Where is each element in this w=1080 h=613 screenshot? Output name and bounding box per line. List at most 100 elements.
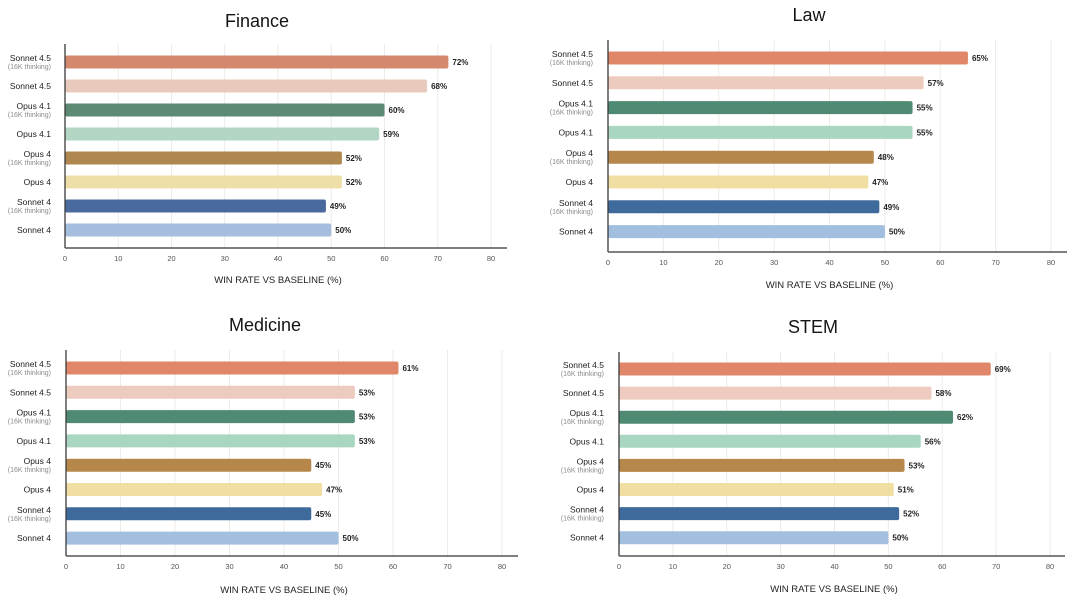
category-label: Sonnet 4 — [570, 533, 604, 543]
category-label: Opus 4.1 — [570, 436, 605, 446]
x-tick-label: 80 — [1046, 562, 1054, 571]
value-label: 53% — [359, 388, 375, 397]
value-label: 53% — [909, 461, 925, 470]
bar — [65, 79, 428, 93]
x-tick-label: 0 — [617, 562, 621, 571]
category-label: Opus 4.1 — [17, 101, 52, 111]
bar — [66, 531, 339, 545]
x-tick-label: 60 — [936, 258, 944, 267]
value-label: 52% — [346, 178, 362, 187]
x-axis-title: WIN RATE VS BASELINE (%) — [766, 280, 894, 291]
category-sublabel: (16K thinking) — [550, 110, 593, 117]
category-label: Opus 4 — [24, 149, 52, 159]
chart-title: STEM — [788, 317, 838, 337]
category-label: Sonnet 4 — [17, 197, 51, 207]
value-label: 53% — [359, 437, 375, 446]
category-label: Sonnet 4.5 — [563, 360, 604, 370]
category-label: Opus 4.1 — [559, 99, 594, 109]
category-label: Opus 4.1 — [17, 129, 52, 139]
category-label: Opus 4.1 — [570, 408, 605, 418]
x-tick-label: 50 — [334, 562, 342, 571]
x-tick-label: 20 — [171, 562, 179, 571]
category-label: Opus 4 — [24, 177, 52, 187]
value-label: 45% — [315, 461, 331, 470]
value-label: 72% — [452, 58, 468, 67]
category-sublabel: (16K thinking) — [561, 516, 604, 523]
value-label: 50% — [892, 534, 908, 543]
value-label: 49% — [883, 203, 899, 212]
bar — [65, 199, 326, 213]
category-label: Opus 4 — [566, 148, 594, 158]
value-label: 47% — [872, 178, 888, 187]
category-label: Sonnet 4.5 — [10, 81, 51, 91]
bar — [619, 434, 921, 448]
x-tick-label: 70 — [992, 562, 1000, 571]
bar — [66, 385, 355, 399]
bar — [619, 410, 954, 424]
value-label: 50% — [335, 226, 351, 235]
x-tick-label: 50 — [884, 562, 892, 571]
bar — [619, 386, 932, 400]
category-sublabel: (16K thinking) — [550, 159, 593, 166]
chart-title: Medicine — [229, 315, 301, 335]
category-label: Sonnet 4 — [17, 505, 51, 515]
category-sublabel: (16K thinking) — [561, 419, 604, 426]
bar — [66, 483, 323, 496]
value-label: 59% — [383, 130, 399, 139]
value-label: 45% — [315, 510, 331, 519]
x-axis-title: WIN RATE VS BASELINE (%) — [770, 584, 898, 595]
x-tick-label: 60 — [380, 254, 388, 263]
x-tick-label: 80 — [487, 254, 495, 263]
value-label: 55% — [917, 128, 933, 137]
bar — [608, 125, 913, 139]
chart-title: Finance — [225, 11, 289, 31]
x-tick-label: 20 — [723, 562, 731, 571]
category-label: Sonnet 4.5 — [10, 53, 51, 63]
x-tick-label: 0 — [606, 258, 610, 267]
bar — [66, 458, 312, 472]
x-tick-label: 0 — [64, 562, 68, 571]
bar — [619, 362, 991, 376]
category-label: Sonnet 4 — [17, 533, 51, 543]
chart-title: Law — [792, 5, 826, 25]
x-tick-label: 70 — [991, 258, 999, 267]
x-tick-label: 60 — [389, 562, 397, 571]
x-tick-label: 20 — [167, 254, 175, 263]
category-label: Sonnet 4 — [559, 227, 593, 237]
category-label: Sonnet 4.5 — [563, 388, 604, 398]
x-tick-label: 40 — [274, 254, 282, 263]
category-label: Sonnet 4.5 — [552, 49, 593, 59]
x-tick-label: 20 — [715, 258, 723, 267]
category-sublabel: (16K thinking) — [561, 371, 604, 378]
value-label: 50% — [343, 534, 359, 543]
category-label: Sonnet 4.5 — [10, 387, 51, 397]
value-label: 49% — [330, 202, 346, 211]
x-tick-label: 10 — [659, 258, 667, 267]
category-label: Opus 4 — [577, 456, 605, 466]
bar — [65, 55, 449, 69]
x-tick-label: 70 — [434, 254, 442, 263]
category-label: Opus 4 — [577, 485, 605, 495]
bar — [608, 150, 874, 164]
x-tick-label: 30 — [225, 562, 233, 571]
category-label: Sonnet 4.5 — [552, 78, 593, 88]
x-tick-label: 10 — [114, 254, 122, 263]
value-label: 51% — [898, 486, 914, 495]
value-label: 62% — [957, 413, 973, 422]
bar — [65, 223, 332, 237]
value-label: 50% — [889, 228, 905, 237]
bar — [65, 103, 385, 117]
x-tick-label: 0 — [63, 254, 67, 263]
category-sublabel: (16K thinking) — [8, 419, 51, 426]
bar — [608, 175, 869, 189]
x-axis-title: WIN RATE VS BASELINE (%) — [214, 275, 342, 286]
x-tick-label: 30 — [221, 254, 229, 263]
x-axis-title: WIN RATE VS BASELINE (%) — [220, 585, 348, 596]
bar — [608, 51, 968, 65]
